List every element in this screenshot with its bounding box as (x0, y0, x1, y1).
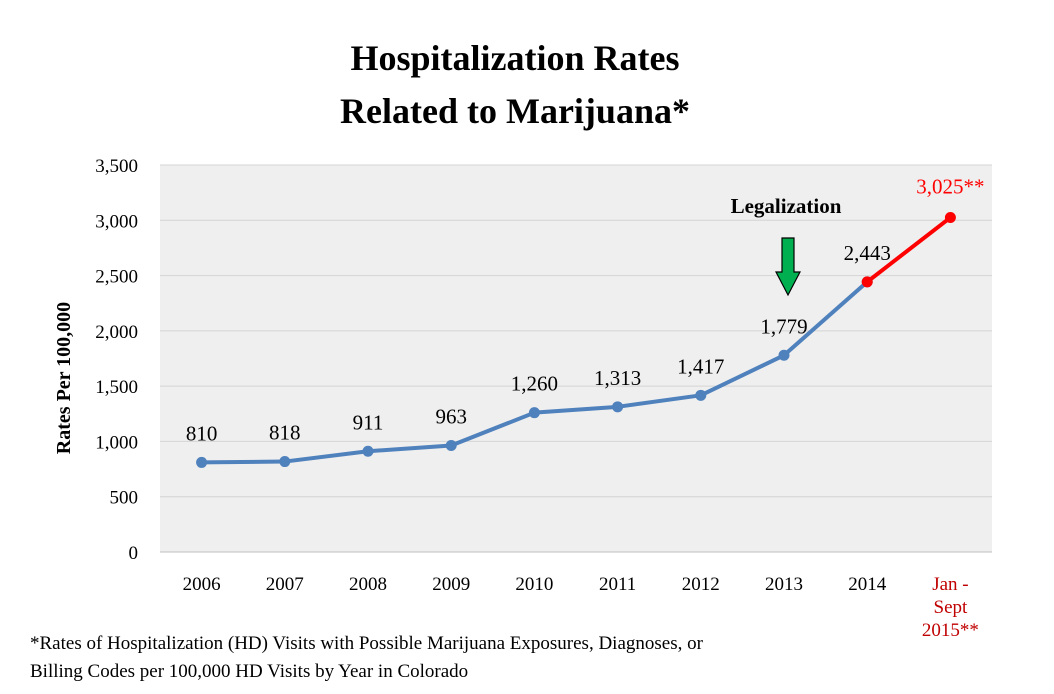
x-tick-label: 2014 (848, 574, 887, 595)
plot-area (160, 165, 992, 552)
x-tick-label: 2012 (682, 574, 720, 595)
data-point (944, 212, 956, 224)
y-tick-label: 2,000 (95, 322, 138, 343)
data-point (778, 349, 790, 361)
data-label: 2,443 (844, 241, 891, 265)
y-tick-label: 2,500 (95, 267, 138, 288)
data-point (861, 276, 873, 288)
x-tick-label: 2010 (515, 574, 553, 595)
y-tick-label: 0 (129, 543, 139, 564)
data-label: 963 (435, 405, 467, 429)
x-tick-label: 2009 (432, 574, 470, 595)
x-tick-label: Sept (934, 597, 969, 618)
data-label: 1,417 (677, 354, 724, 378)
data-point (612, 401, 624, 413)
data-label: 1,313 (594, 366, 641, 390)
legalization-arrow-icon (775, 237, 801, 297)
data-point (362, 445, 374, 457)
data-point (445, 440, 457, 452)
data-label: 1,260 (511, 372, 558, 396)
data-point (279, 456, 291, 468)
data-label: 1,779 (760, 314, 807, 338)
x-tick-label: Jan - (932, 574, 968, 595)
x-tick-label: 2013 (765, 574, 803, 595)
data-label: 810 (186, 421, 218, 445)
data-label: 3,025** (916, 175, 984, 199)
y-tick-label: 500 (110, 488, 139, 509)
x-tick-label: 2015** (922, 620, 979, 641)
data-point (695, 389, 707, 401)
x-tick-label: 2011 (599, 574, 636, 595)
x-tick-label: 2006 (183, 574, 221, 595)
chart-title-line-1: Hospitalization Rates (350, 38, 680, 78)
data-label: 818 (269, 421, 301, 445)
annotation-label: Legalization (731, 194, 842, 218)
y-axis-label: Rates Per 100,000 (53, 302, 75, 454)
y-tick-label: 1,000 (95, 432, 138, 453)
data-point (196, 456, 208, 468)
series-line-1 (865, 215, 952, 284)
footnote-line-2: Billing Codes per 100,000 HD Visits by Y… (30, 661, 469, 682)
x-tick-label: 2007 (266, 574, 304, 595)
x-tick-label: 2008 (349, 574, 387, 595)
y-tick-label: 1,500 (95, 377, 138, 398)
data-label: 911 (353, 410, 384, 434)
data-point (528, 407, 540, 419)
footnote-line-1: *Rates of Hospitalization (HD) Visits wi… (30, 633, 703, 654)
y-tick-label: 3,000 (95, 211, 138, 232)
chart-title-line-2: Related to Marijuana* (340, 91, 690, 131)
y-tick-label: 3,500 (95, 156, 138, 177)
